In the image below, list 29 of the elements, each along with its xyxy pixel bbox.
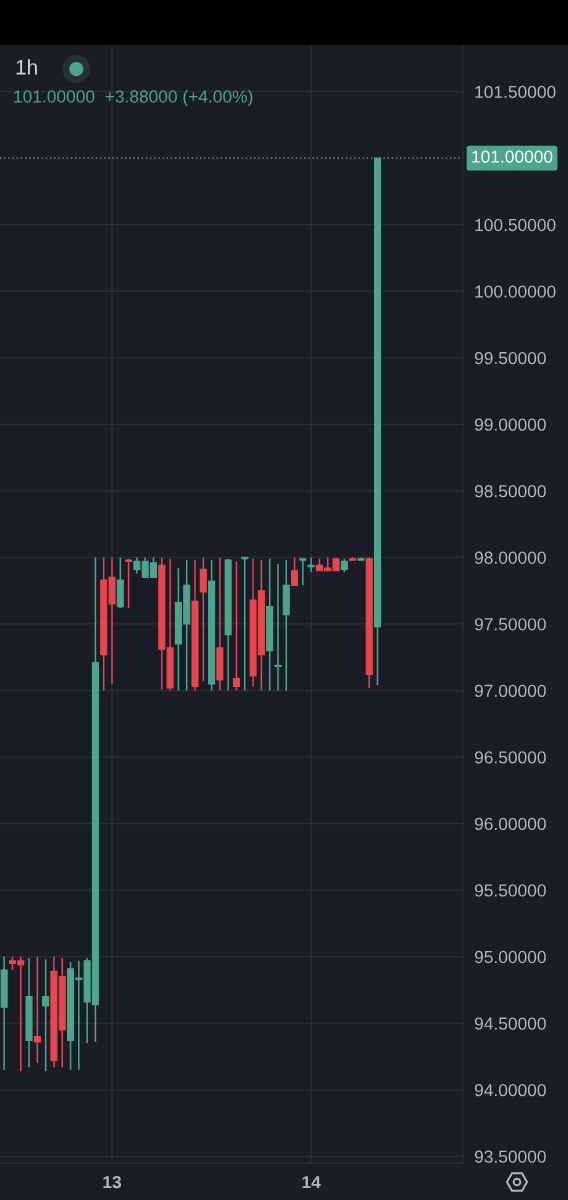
text: 101.00000 +3.88000 (+4.00%) xyxy=(14,89,253,107)
candlestick xyxy=(42,958,50,1072)
candlestick xyxy=(299,557,307,587)
y-tick-label: 100.50000 xyxy=(475,218,556,232)
ref-line-label: 101.00000 xyxy=(472,150,553,163)
y-tick-label: 97.50000 xyxy=(474,618,546,631)
y-tick-label: 96.00000 xyxy=(474,817,546,831)
y-tick-label: 99.50000 xyxy=(474,351,546,365)
y-tick-label: 96.50000 xyxy=(474,751,546,764)
y-tick-label: 99.00000 xyxy=(474,418,546,431)
candlestick xyxy=(125,557,133,609)
text: 1h xyxy=(16,59,37,75)
y-tick-label: 94.00000 xyxy=(474,1083,546,1097)
candlestick xyxy=(291,556,299,587)
x-tick-label: 14 xyxy=(302,1176,321,1189)
candlestick xyxy=(199,556,207,682)
y-tick-label: 100.00000 xyxy=(475,285,556,298)
candlestick xyxy=(274,563,282,692)
y-tick-label: 98.50000 xyxy=(474,485,546,498)
x-tick-label: 13 xyxy=(103,1175,122,1189)
y-tick-label: 93.50000 xyxy=(474,1150,546,1163)
candlestick xyxy=(33,955,41,1064)
y-tick-label: 95.50000 xyxy=(474,884,546,897)
y-tick-label: 94.50000 xyxy=(474,1017,546,1030)
candlestick xyxy=(232,560,241,692)
y-tick-label: 97.00000 xyxy=(474,684,546,697)
y-tick-label: 98.00000 xyxy=(474,551,546,564)
y-tick-label: 95.00000 xyxy=(474,950,546,964)
y-tick-label: 101.50000 xyxy=(475,85,556,99)
